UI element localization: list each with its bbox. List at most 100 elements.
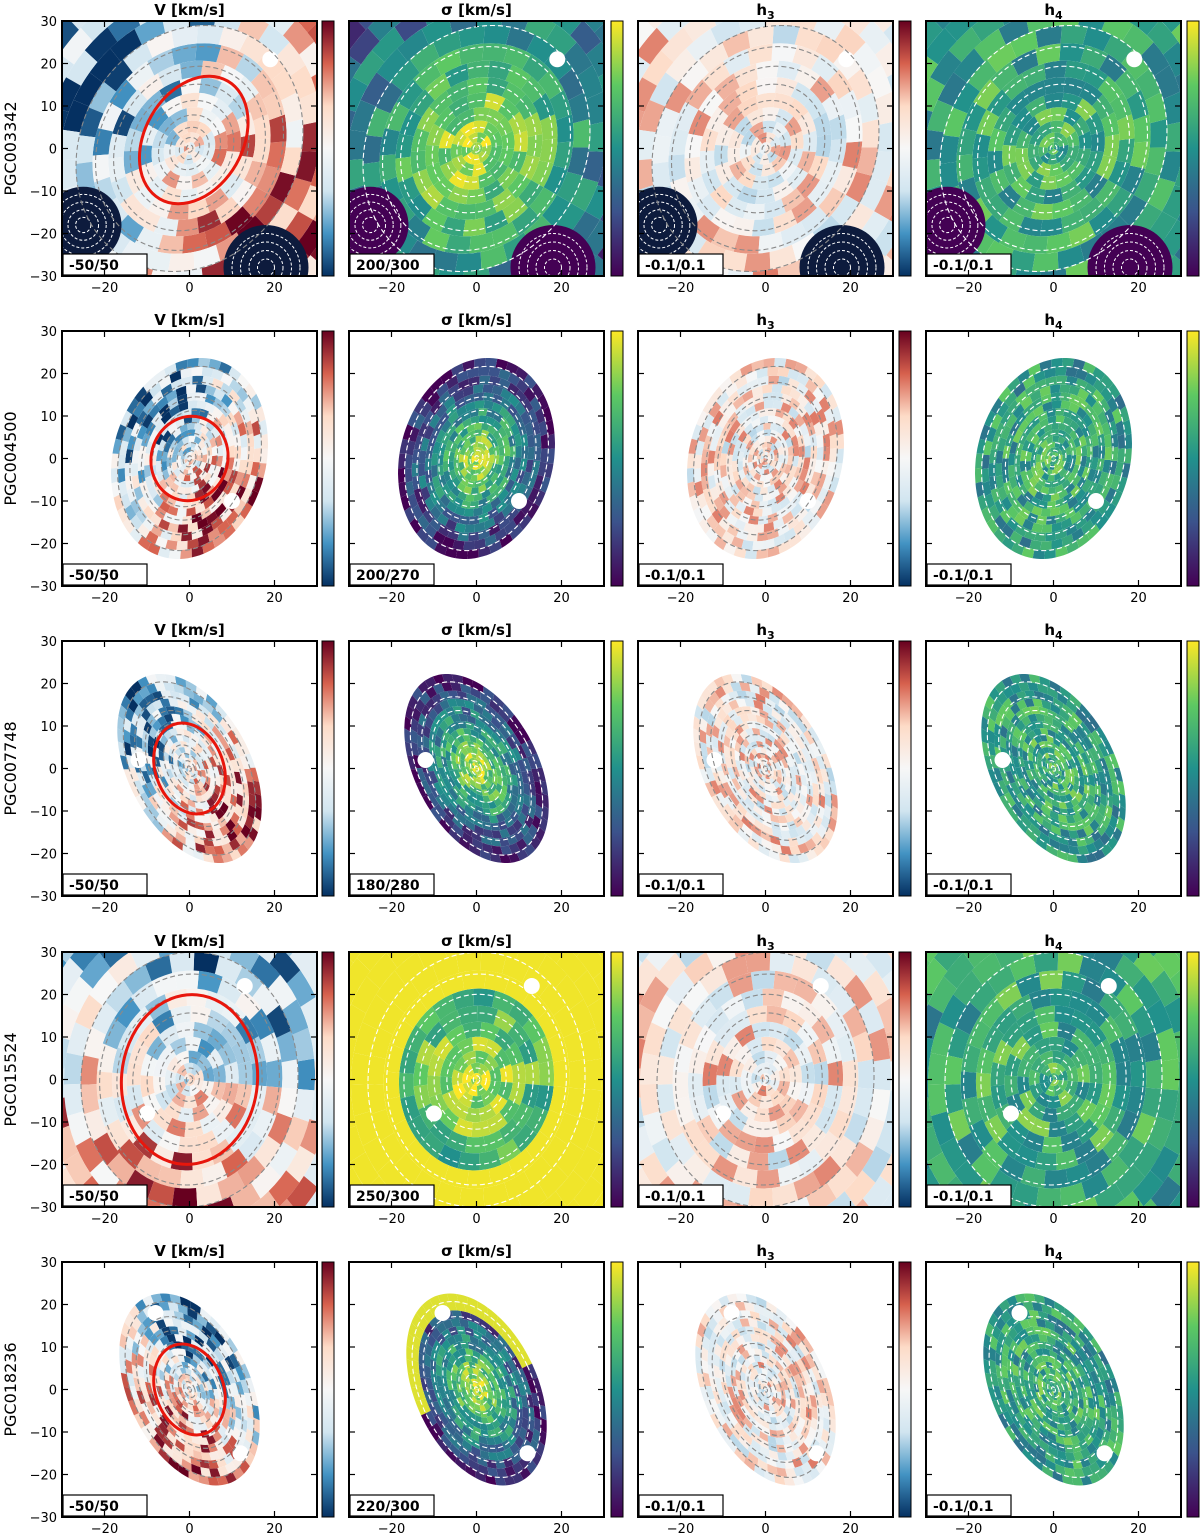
map-area	[926, 641, 1181, 896]
voronoi-bin	[1111, 447, 1119, 461]
voronoi-bin	[0, 243, 26, 283]
voronoi-bin	[247, 447, 255, 461]
y-tick-label: 30	[40, 635, 57, 650]
range-label-text: 200/300	[356, 258, 420, 274]
voronoi-bin	[887, 0, 924, 21]
voronoi-bin	[467, 93, 487, 110]
voronoi-bin	[726, 454, 733, 466]
voronoi-bin	[862, 119, 880, 148]
voronoi-bin	[1052, 400, 1062, 409]
voronoi-bin	[1102, 298, 1137, 332]
voronoi-bin	[527, 447, 534, 460]
panel-title: V [km/s]	[154, 621, 225, 639]
x-tick-label: −20	[955, 901, 982, 916]
voronoi-bin	[606, 276, 643, 317]
voronoi-bin	[455, 252, 481, 272]
y-tick-label: 20	[40, 678, 57, 693]
x-tick-label: 20	[842, 591, 859, 606]
voronoi-bin	[1154, 0, 1189, 6]
voronoi-bin	[478, 367, 489, 376]
masked-star	[800, 493, 816, 509]
voronoi-bin	[1105, 0, 1138, 21]
y-tick-label: −20	[30, 538, 57, 553]
colorbar	[1187, 331, 1199, 586]
y-tick-label: 10	[40, 720, 57, 735]
voronoi-bin	[2, 8, 38, 49]
masked-star	[554, 803, 570, 819]
voronoi-bin	[118, 455, 126, 469]
voronoi-bin	[310, 0, 347, 21]
companion-galaxy	[332, 187, 409, 264]
voronoi-bin	[894, 0, 929, 3]
voronoi-bin	[227, 284, 260, 316]
row-label-PGC004500: PGC004500	[1, 411, 20, 505]
voronoi-bin	[176, 218, 199, 237]
y-tick-label: −30	[30, 890, 57, 905]
voronoi-bin	[118, 468, 125, 483]
panel-title: h3	[756, 1, 774, 22]
voronoi-bin	[180, 93, 200, 110]
voronoi-bin	[816, 447, 823, 460]
voronoi-bin	[191, 367, 202, 376]
range-label-text: -0.1/0.1	[645, 878, 706, 894]
x-tick-label: 20	[553, 591, 570, 606]
voronoi-bin	[254, 434, 261, 449]
voronoi-bin	[405, 455, 413, 469]
voronoi-bin	[0, 273, 19, 314]
voronoi-bin	[0, 40, 19, 81]
voronoi-bin	[1048, 487, 1056, 495]
masked-star	[838, 51, 854, 67]
voronoi-bin	[956, 0, 992, 8]
voronoi-bin	[567, 290, 604, 328]
voronoi-bin	[280, 290, 317, 328]
voronoi-bin	[691, 302, 724, 329]
x-tick-label: 0	[761, 281, 769, 296]
voronoi-bin	[319, 276, 356, 317]
voronoi-bin	[131, 286, 163, 310]
voronoi-bin	[286, 119, 304, 148]
voronoi-bin	[803, 284, 836, 316]
voronoi-bin	[178, 524, 189, 533]
voronoi-bin	[1042, 524, 1053, 533]
voronoi-bin	[1055, 0, 1084, 8]
voronoi-bin	[489, 454, 494, 463]
x-tick-label: −20	[955, 281, 982, 296]
x-tick-label: 0	[185, 901, 193, 916]
voronoi-bin	[735, 290, 764, 311]
colorbar	[899, 641, 911, 896]
voronoi-bin	[756, 61, 779, 80]
voronoi-bin	[475, 400, 485, 409]
voronoi-bin	[602, 294, 637, 332]
voronoi-bin	[756, 93, 776, 110]
voronoi-bin	[969, 0, 1003, 21]
voronoi-bin	[290, 0, 325, 6]
voronoi-bin	[908, 281, 943, 317]
voronoi-bin	[418, 463, 425, 477]
voronoi-bin	[514, 284, 547, 316]
masked-star	[1126, 51, 1142, 67]
voronoi-bin	[767, 367, 778, 376]
y-tick-label: −10	[30, 185, 57, 200]
companion-galaxy	[800, 225, 885, 310]
panel-title: h3	[756, 621, 774, 642]
voronoi-bin	[752, 541, 763, 550]
voronoi-bin	[720, 453, 727, 466]
voronoi-bin	[467, 61, 490, 80]
voronoi-bin	[1014, 454, 1021, 466]
panel-title: σ [km/s]	[441, 621, 512, 639]
voronoi-bin	[1040, 541, 1051, 550]
voronoi-bin	[437, 454, 444, 466]
voronoi-bin	[1065, 298, 1096, 326]
voronoi-bin	[762, 384, 772, 394]
voronoi-bin	[464, 508, 474, 516]
companion-galaxy	[621, 187, 698, 264]
voronoi-bin	[620, 281, 655, 317]
voronoi-bin	[890, 294, 925, 332]
voronoi-bin	[468, 532, 479, 542]
masked-star	[1088, 493, 1104, 509]
x-tick-label: 20	[1130, 591, 1147, 606]
voronoi-bin	[172, 454, 177, 463]
voronoi-bin	[1066, 454, 1071, 463]
